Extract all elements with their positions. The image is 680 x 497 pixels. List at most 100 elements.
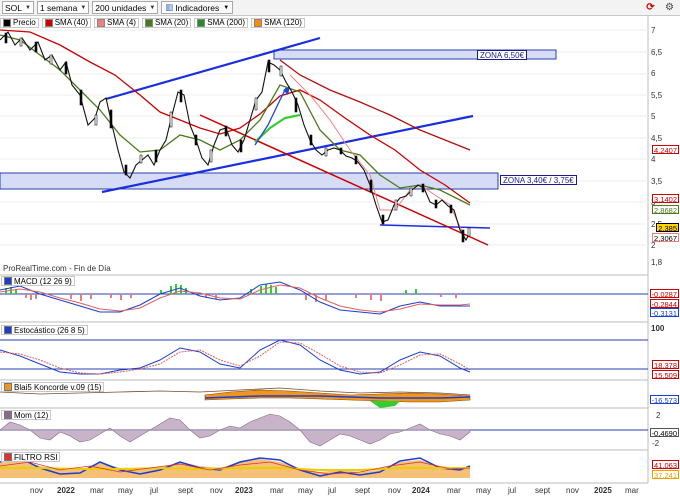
settings-icon[interactable]: ⚙	[665, 2, 674, 13]
trendline-upper-channel[interactable]	[105, 36, 321, 101]
panel-label-text: Blai5 Koncorde v.09 (15)	[14, 382, 102, 392]
price-tag-sma40: 4,2407	[652, 145, 679, 155]
time-axis-label: 2022	[57, 486, 75, 495]
symbol-select[interactable]: SOL ▼	[2, 1, 34, 14]
color-swatch	[3, 18, 11, 27]
period-value: 1 semana	[39, 2, 78, 13]
legend-label: SMA (40)	[54, 18, 89, 27]
trendline-downtrend[interactable]	[199, 114, 489, 246]
legend-label: SMA (20)	[154, 18, 189, 27]
legend-label: Precio	[13, 18, 36, 27]
legend-sma20: SMA (20)	[141, 17, 192, 28]
sma40-line	[0, 29, 471, 204]
macd-tag: -0,2844	[649, 299, 679, 309]
chevron-down-icon: ▼	[25, 4, 31, 11]
macd-signal-line	[0, 284, 471, 313]
stoch-axis-100: 100	[651, 324, 665, 333]
units-select[interactable]: 200 unidades ▼	[92, 1, 159, 14]
panel-label-mom[interactable]: Mom (12)	[1, 410, 52, 420]
time-axis-label: jul	[508, 486, 517, 495]
sma200-line	[254, 113, 301, 143]
time-axis-label: jul	[150, 486, 159, 495]
indicators-button[interactable]: ▥ Indicadores ▼	[161, 1, 234, 14]
chevron-down-icon: ▼	[149, 4, 156, 11]
period-select[interactable]: 1 semana ▼	[36, 1, 90, 14]
mom-axis-label: -2	[652, 439, 660, 448]
price-tag-sma20: 2,8682	[652, 205, 679, 215]
macd-tag: -0,0287	[649, 289, 679, 299]
sma-blue-line	[254, 87, 287, 146]
time-axis-label: nov	[566, 486, 579, 495]
panel-label-text: FILTRO RSI	[14, 452, 58, 462]
color-swatch	[4, 453, 12, 461]
legend-label: SMA (200)	[207, 18, 246, 27]
legend: Precio SMA (40) SMA (4) SMA (20) SMA (20…	[0, 17, 308, 28]
rsi-yellow-line	[0, 466, 470, 471]
source-label: ProRealTime.com - Fin de Día	[3, 264, 111, 273]
indicators-label: Indicadores	[175, 2, 220, 13]
stoch-d-line	[0, 341, 471, 375]
price-axis-label: 3,5	[651, 177, 663, 186]
price-axis-label: 5,5	[651, 91, 663, 100]
candle-group	[4, 32, 471, 243]
color-swatch	[144, 18, 153, 27]
panel-label-koncorde[interactable]: Blai5 Koncorde v.09 (15)	[1, 382, 105, 392]
color-swatch	[4, 277, 12, 285]
indicator-icon: ▥	[165, 2, 174, 12]
time-axis-label: sept	[178, 486, 194, 495]
sma120-line	[279, 59, 471, 151]
time-axis-label: jul	[328, 486, 337, 495]
time-axis-label: nov	[210, 486, 223, 495]
zone-label-top[interactable]: ZONA 6,50€	[477, 50, 528, 60]
color-swatch	[4, 326, 12, 334]
time-axis-label: may	[298, 486, 314, 495]
time-axis-label: mar	[90, 486, 104, 495]
legend-label: SMA (120)	[264, 18, 302, 27]
time-axis-label: nov	[30, 486, 43, 495]
legend-sma200: SMA (200)	[194, 17, 249, 28]
mom-axis-label: 2	[656, 411, 661, 420]
refresh-icon[interactable]: ⟳	[646, 2, 655, 13]
trendline-support-horizontal[interactable]	[379, 224, 491, 229]
price-axis-label: 4	[651, 155, 656, 164]
units-value: 200 unidades	[95, 2, 147, 13]
koncorde-green-area	[370, 401, 400, 408]
koncorde-blue-line	[204, 395, 471, 399]
panel-label-stoch[interactable]: Estocástico (26 8 5)	[1, 325, 88, 335]
legend-sma40: SMA (40)	[41, 17, 92, 28]
price-tag-sma4: 2,3067	[652, 233, 679, 243]
price-axis-label: 6,5	[651, 48, 663, 57]
time-axis-label: nov	[388, 486, 401, 495]
chevron-down-icon: ▼	[80, 4, 87, 11]
stoch-k-line	[0, 339, 471, 375]
legend-sma120: SMA (120)	[251, 17, 305, 28]
arrow-icon	[283, 86, 290, 95]
chevron-down-icon: ▼	[223, 4, 230, 11]
zone-rect-top[interactable]	[273, 49, 557, 60]
rsi-red-line	[0, 461, 471, 475]
zone-label-mid[interactable]: ZONA 3,40€ / 3,75€	[500, 175, 577, 185]
time-axis-label: mar	[625, 486, 639, 495]
time-axis-label: may	[118, 486, 134, 495]
time-axis-label: may	[476, 486, 492, 495]
panel-label-text: Estocástico (26 8 5)	[14, 325, 85, 335]
price-tag-last: 2,385	[656, 223, 679, 233]
time-axis-label: sept	[535, 486, 551, 495]
panel-label-macd[interactable]: MACD (12 26 9)	[1, 276, 75, 286]
color-swatch	[197, 18, 206, 27]
rsi-tag: 37,241	[652, 470, 679, 480]
zone-rect-mid[interactable]	[0, 172, 499, 190]
koncorde-tag: -16,573	[649, 395, 679, 405]
price-axis-label: 7	[651, 26, 656, 35]
symbol-value: SOL	[5, 2, 23, 13]
legend-label: SMA (4)	[107, 18, 136, 27]
time-axis-label: mar	[270, 486, 284, 495]
panel-label-text: Mom (12)	[14, 410, 49, 420]
color-swatch	[97, 18, 106, 27]
panel-label-rsi[interactable]: FILTRO RSI	[1, 452, 61, 462]
panel-label-text: MACD (12 26 9)	[14, 276, 72, 286]
price-axis-label: 4,5	[651, 134, 663, 143]
macd-tag: -0,3131	[649, 308, 679, 318]
mom-tag: -0,4690	[649, 428, 679, 438]
